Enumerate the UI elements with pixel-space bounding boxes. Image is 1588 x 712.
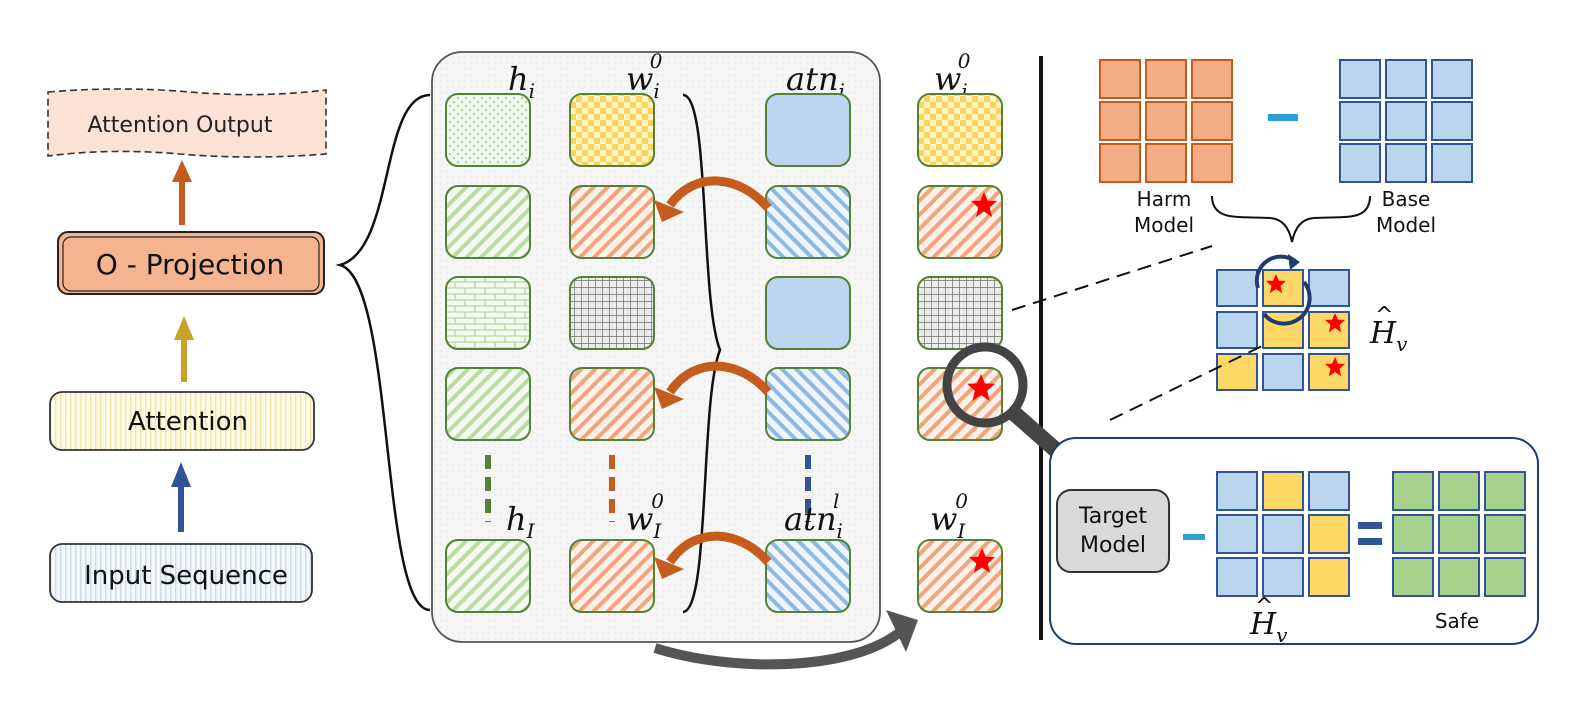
curved-arrow-icon xyxy=(666,176,772,212)
hv-label: Hv xyxy=(1369,316,1408,356)
arrowhead-icon xyxy=(654,387,684,409)
header-h-bottom: hI xyxy=(506,500,536,543)
atn-cell-blue-diag xyxy=(765,367,851,441)
w-out-column xyxy=(917,93,1003,613)
atn-column xyxy=(765,93,851,613)
left-brace xyxy=(335,93,431,612)
atn-cell-solid xyxy=(765,93,851,167)
header-atn-bottom: atnil xyxy=(784,489,843,543)
harm-model-matrix xyxy=(1099,59,1233,183)
hv-bottom-hat: ^ xyxy=(1255,594,1273,619)
hv-hat: ^ xyxy=(1375,303,1393,328)
header-w-bottom: wI0 xyxy=(626,489,664,543)
star-icon xyxy=(1266,274,1286,294)
minus-icon xyxy=(1183,534,1205,540)
star-icon xyxy=(969,548,995,573)
atn-cell-blue-diag xyxy=(765,539,851,613)
attention-output-box: Attention Output xyxy=(47,88,327,158)
w-out-cell-orange-diag xyxy=(917,539,1003,613)
output-arrow xyxy=(653,610,918,670)
base-model-label: Base Model xyxy=(1376,187,1436,237)
curved-arrow-icon xyxy=(666,361,772,396)
arrow-up-orange xyxy=(172,160,192,225)
h-cell-dots xyxy=(445,93,531,167)
target-model-label: Target Model xyxy=(1078,504,1147,558)
pipeline: Attention Output O - Projection Attentio… xyxy=(47,88,327,603)
header-h-top: hi xyxy=(508,60,535,103)
h-cell-diag xyxy=(445,185,531,259)
atn-cell-solid xyxy=(765,276,851,350)
attention-box: Attention xyxy=(49,391,315,451)
magnifier-icon xyxy=(942,342,1066,460)
merge-brace xyxy=(1211,195,1371,243)
refresh-icon xyxy=(1254,254,1312,326)
w-out-cell-orange-diag xyxy=(917,367,1003,441)
equals-icon xyxy=(1358,522,1382,545)
transfer-arrows xyxy=(654,176,772,579)
harm-model-label: Harm Model xyxy=(1134,187,1194,237)
target-model-box: Target Model xyxy=(1056,489,1170,573)
atn-cell-blue-diag xyxy=(765,185,851,259)
header-w-out-top: wi0 xyxy=(934,49,971,103)
input-sequence-label: Input Sequence xyxy=(84,561,288,591)
w-cell-orange-diag xyxy=(569,367,655,441)
w-cell-grid xyxy=(569,276,655,350)
attention-output-label: Attention Output xyxy=(88,113,273,138)
header-w-top: wi0 xyxy=(626,49,663,103)
star-icon xyxy=(1325,313,1345,333)
h-column xyxy=(445,93,531,613)
w-cell-orange-diag xyxy=(569,185,655,259)
arrowhead-icon xyxy=(654,557,684,579)
safe-matrix xyxy=(1392,471,1526,597)
arrow-up-blue xyxy=(171,462,191,532)
arrow-up-gold xyxy=(174,316,194,382)
hv-bottom-matrix xyxy=(1216,471,1350,597)
o-projection-label: O - Projection xyxy=(96,248,284,281)
header-atn-top: atni xyxy=(786,60,845,103)
star-icon xyxy=(1325,357,1345,377)
curved-arrow-icon xyxy=(666,531,772,566)
base-model-matrix xyxy=(1339,59,1473,183)
star-icon xyxy=(971,192,997,217)
curved-arrow-icon xyxy=(653,628,904,670)
arrowhead-icon xyxy=(886,610,918,652)
h-cell-diag xyxy=(445,367,531,441)
attention-label: Attention xyxy=(128,407,248,437)
hv-matrix xyxy=(1216,269,1350,391)
w-out-cell-check xyxy=(917,93,1003,167)
w-out-cell-grid xyxy=(917,276,1003,350)
zoom-line xyxy=(1109,345,1263,421)
star-icon xyxy=(967,374,995,401)
inner-brace xyxy=(682,93,722,614)
arrowhead-icon xyxy=(654,200,684,222)
header-w-out-bottom: wI0 xyxy=(930,489,968,543)
h-cell-diag xyxy=(445,539,531,613)
safe-label: Safe xyxy=(1435,609,1479,633)
h-cell-brick xyxy=(445,276,531,350)
w-column xyxy=(569,93,655,613)
minus-icon xyxy=(1268,114,1298,121)
w-cell-check xyxy=(569,93,655,167)
o-projection-box: O - Projection xyxy=(57,231,325,295)
zoom-line xyxy=(1011,245,1213,311)
w-out-cell-orange-diag xyxy=(917,185,1003,259)
hv-bottom-label: Hv xyxy=(1249,607,1288,647)
input-sequence-box: Input Sequence xyxy=(49,543,313,603)
w-cell-orange-diag xyxy=(569,539,655,613)
